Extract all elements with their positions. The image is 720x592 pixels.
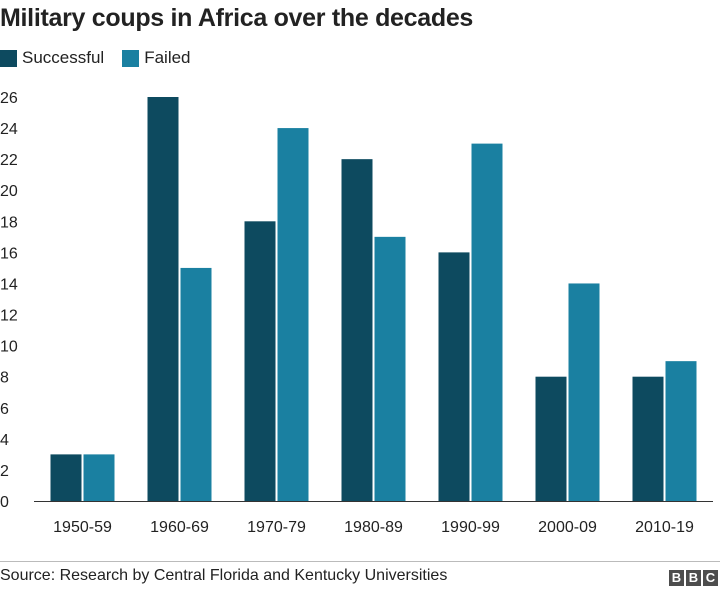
bar-failed-1980-89: [374, 236, 406, 501]
bar-failed-1950-59: [83, 454, 115, 501]
y-tick-label: 22: [0, 152, 18, 169]
bar-successful-1970-79: [244, 221, 276, 502]
bar-successful-2010-19: [632, 376, 664, 501]
x-tick-label: 1980-89: [344, 519, 403, 536]
y-tick-label: 26: [0, 90, 18, 107]
legend-item-failed: Failed: [122, 48, 191, 68]
legend-item-successful: Successful: [0, 48, 104, 68]
bar-successful-1960-69: [147, 97, 179, 501]
y-tick-label: 8: [0, 370, 9, 387]
y-tick-label: 20: [0, 183, 18, 200]
legend-label-successful: Successful: [22, 48, 105, 67]
bar-failed-2010-19: [665, 361, 697, 501]
bar-successful-2000-09: [535, 376, 567, 501]
y-tick-label: 16: [0, 245, 18, 262]
bbc-logo-block: B: [686, 570, 701, 586]
bar-failed-1960-69: [180, 267, 212, 501]
bar-successful-1950-59: [50, 454, 82, 501]
x-tick-label: 1970-79: [247, 519, 306, 536]
footer-divider: [0, 561, 720, 562]
y-tick-label: 6: [0, 401, 9, 418]
legend-label-failed: Failed: [144, 48, 191, 67]
bar-successful-1990-99: [438, 252, 470, 501]
y-tick-label: 14: [0, 276, 18, 293]
y-tick-label: 12: [0, 308, 18, 325]
bar-failed-1990-99: [471, 143, 503, 501]
y-tick-label: 24: [0, 121, 18, 138]
bbc-logo-block: B: [669, 570, 684, 586]
x-tick-label: 2000-09: [538, 519, 597, 536]
legend: Successful Failed: [0, 48, 209, 68]
x-tick-label: 2010-19: [635, 519, 694, 536]
legend-swatch-successful: [0, 49, 17, 67]
bar-successful-1980-89: [341, 159, 373, 501]
x-tick-label: 1950-59: [53, 519, 112, 536]
bar-failed-2000-09: [568, 283, 600, 501]
chart-title: Military coups in Africa over the decade…: [0, 4, 474, 32]
y-tick-label: 18: [0, 214, 18, 231]
x-tick-label: 1960-69: [150, 519, 209, 536]
y-tick-label: 4: [0, 432, 9, 449]
bar-failed-1970-79: [277, 128, 309, 502]
y-tick-label: 2: [0, 463, 9, 480]
source-note: Source: Research by Central Florida and …: [0, 567, 448, 584]
x-tick-label: 1990-99: [441, 519, 500, 536]
bbc-logo: B B C: [669, 570, 718, 586]
legend-swatch-failed: [122, 49, 140, 67]
bbc-logo-block: C: [703, 570, 718, 586]
y-tick-label: 0: [0, 494, 9, 511]
y-tick-label: 10: [0, 339, 18, 356]
